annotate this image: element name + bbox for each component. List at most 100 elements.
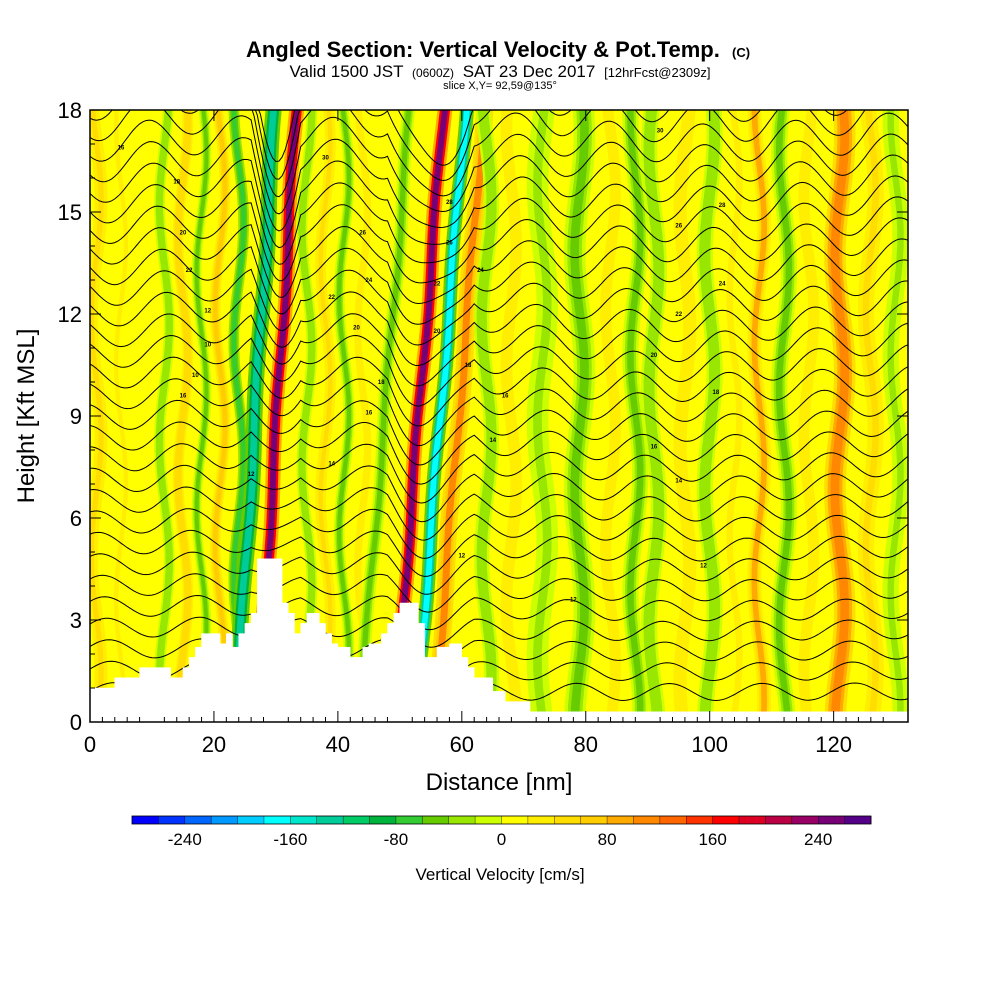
colorbar-swatch [765, 816, 793, 824]
velocity-contour-fill [775, 110, 793, 722]
contour-label: 18 [173, 179, 180, 185]
velocity-band [747, 110, 772, 722]
contour-label: 20 [651, 353, 658, 359]
colorbar-tick-label: -80 [384, 830, 409, 849]
title-unit: (C) [732, 45, 750, 60]
y-axis-label: Height [Kft MSL] [13, 329, 40, 504]
x-tick-label: 40 [326, 732, 350, 757]
theta-contour-line [90, 224, 908, 305]
colorbar-swatch [554, 816, 582, 824]
velocity-contour-fill [90, 110, 104, 722]
colorbar-swatch [184, 816, 212, 824]
contour-label: 18 [713, 390, 720, 396]
theta-contours [90, 110, 908, 702]
velocity-contour-fill [676, 110, 694, 722]
velocity-contour-fill [726, 110, 743, 722]
velocity-contour-fill [503, 110, 520, 722]
contour-label: 30 [322, 156, 329, 162]
x-tick-label: 0 [84, 732, 96, 757]
theta-contour-line [90, 202, 908, 284]
velocity-band [172, 110, 194, 722]
contour-label: 26 [446, 241, 453, 247]
colorbar-swatch [395, 816, 423, 824]
velocity-band [696, 110, 723, 722]
theta-contour-line [90, 137, 908, 232]
theta-contour-line [90, 158, 908, 249]
colorbar-swatch [158, 816, 186, 824]
x-tick-label: 80 [574, 732, 598, 757]
velocity-contour-fill [157, 110, 172, 722]
velocity-contour-fill [429, 110, 489, 722]
velocity-band [474, 110, 500, 722]
theta-contour-line [90, 110, 908, 198]
velocity-contour-fill [627, 110, 644, 722]
velocity-band [315, 110, 336, 722]
contour-label: 16 [651, 445, 658, 451]
colorbar-swatch [263, 816, 291, 824]
velocity-contour-fill [645, 110, 663, 722]
contour-label: 20 [353, 326, 360, 332]
colorbar-swatch [316, 816, 344, 824]
contour-label: 24 [477, 268, 484, 274]
colorbar-swatch [633, 816, 661, 824]
colorbar-swatch [844, 816, 872, 824]
velocity-band [354, 110, 416, 722]
velocity-band [882, 110, 908, 722]
velocity-contour-fill [358, 110, 412, 722]
contour-label: 26 [675, 224, 682, 230]
velocity-contour-fill [887, 110, 904, 722]
velocity-band [497, 110, 525, 722]
velocity-band [296, 110, 318, 722]
velocity-band [721, 110, 748, 722]
contour-label: 12 [700, 564, 707, 570]
velocity-band [622, 110, 649, 722]
contour-label: 22 [186, 268, 193, 274]
theta-contour-line [90, 573, 908, 613]
axes: 0 20 40 60 80 100 120 0 3 6 9 12 15 18 [58, 98, 908, 757]
contour-label: 28 [719, 203, 726, 209]
colorbar-swatch [211, 816, 238, 824]
colorbar-swatch [343, 816, 370, 824]
velocity-contour-fill [751, 110, 767, 722]
colorbar-swatch [475, 816, 502, 824]
colorbar-swatch [237, 816, 265, 824]
contour-label: 16 [118, 145, 125, 151]
colorbar: -240 -160 -80 0 80 160 240 [131, 815, 872, 849]
y-tick-label: 18 [58, 98, 82, 123]
plot-area: 1618202212101016123026242220181614282624… [58, 98, 909, 757]
contour-label: 18 [465, 363, 472, 369]
y-tick-label: 0 [70, 710, 82, 735]
velocity-band [526, 110, 559, 722]
contour-label: 18 [378, 380, 385, 386]
chart-title: Angled Section: Vertical Velocity & Pot.… [246, 37, 750, 62]
theta-contour-line [90, 378, 908, 447]
y-tick-label: 9 [70, 404, 82, 429]
theta-contour-line [90, 421, 908, 485]
contour-label: 28 [446, 200, 453, 206]
velocity-band [597, 110, 624, 722]
theta-contour-line [90, 268, 908, 346]
contour-label: 30 [657, 128, 664, 134]
velocity-band [385, 110, 453, 722]
theta-contour-line [90, 110, 866, 182]
contour-label: 24 [366, 278, 373, 284]
slice-label: slice X,Y= 92,59@135° [443, 80, 557, 92]
x-axis-label: Distance [nm] [426, 769, 573, 796]
contour-label: 12 [570, 598, 577, 604]
velocity-contour-fill [701, 110, 718, 722]
contour-label: 22 [675, 312, 682, 318]
contour-label: 14 [675, 479, 682, 485]
x-tick-label: 60 [450, 732, 474, 757]
contour-label: 12 [458, 553, 465, 559]
contour-label: 16 [180, 394, 187, 400]
colorbar-tick-label: 240 [804, 830, 832, 849]
colorbar-tick-label: -160 [273, 830, 307, 849]
contour-label: 20 [180, 230, 187, 236]
velocity-contour-fill [318, 110, 333, 722]
colorbar-label: Vertical Velocity [cm/s] [415, 865, 584, 884]
velocity-field [90, 110, 908, 722]
contour-label: 22 [434, 281, 441, 287]
contour-label: 16 [366, 411, 373, 417]
velocity-band [154, 110, 175, 722]
